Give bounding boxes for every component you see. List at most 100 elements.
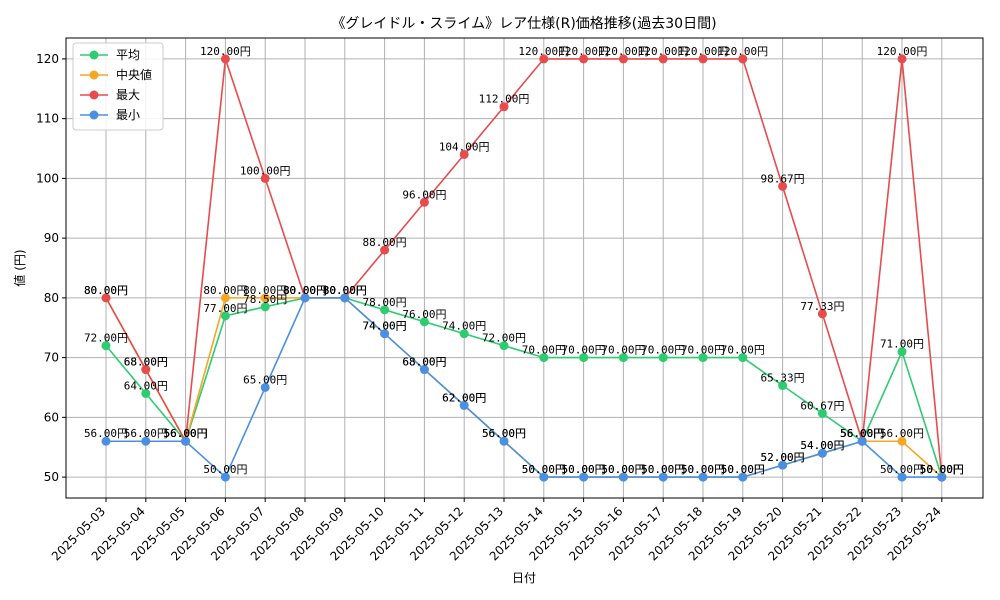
plot-frame (65, 37, 984, 499)
data-point (499, 436, 509, 446)
data-label: 74.00円 (363, 320, 407, 333)
data-label: 96.00円 (402, 188, 446, 201)
data-label: 80.00円 (283, 284, 327, 297)
data-label: 56.00円 (164, 427, 208, 440)
data-label: 80.00円 (283, 284, 327, 297)
data-label: 88.00円 (363, 236, 407, 249)
legend-label: 平均 (116, 48, 140, 62)
legend-swatch-marker (89, 90, 99, 100)
data-label: 64.00円 (124, 379, 168, 392)
data-point (141, 365, 151, 375)
y-tick-label: 120 (36, 52, 59, 66)
data-point (897, 436, 907, 446)
data-label: 120.00円 (877, 45, 928, 58)
data-label: 54.00円 (800, 439, 844, 452)
data-label: 50.00円 (601, 463, 645, 476)
data-label: 74.00円 (363, 320, 407, 333)
data-point (340, 293, 350, 303)
data-label: 60.67円 (800, 399, 844, 412)
data-point (778, 460, 788, 470)
data-label: 68.00円 (402, 356, 446, 369)
data-label: 50.00円 (681, 463, 725, 476)
data-point (817, 309, 827, 319)
data-point (738, 54, 748, 64)
data-label: 56.00円 (880, 427, 924, 440)
legend-item: 最小 (80, 108, 140, 122)
data-label: 100.00円 (240, 164, 291, 177)
data-point (539, 353, 549, 363)
data-label: 50.00円 (641, 463, 685, 476)
data-point (260, 302, 270, 312)
data-label: 70.00円 (522, 344, 566, 357)
data-point (220, 293, 230, 303)
data-label: 56.00円 (482, 427, 526, 440)
data-point (897, 54, 907, 64)
series-line (105, 58, 943, 478)
data-point (778, 181, 788, 191)
data-label: 56.00円 (164, 427, 208, 440)
data-label: 62.00円 (442, 391, 486, 404)
data-label: 80.00円 (243, 284, 287, 297)
data-point (459, 329, 469, 339)
data-label: 56.00円 (164, 427, 208, 440)
series-layer (101, 54, 947, 482)
legend-swatch-marker (89, 70, 99, 80)
data-point (539, 54, 549, 64)
data-label: 120.00円 (678, 45, 729, 58)
data-label: 120.00円 (638, 45, 689, 58)
data-label: 70.00円 (562, 344, 606, 357)
legend-item: 最大 (80, 88, 140, 102)
series-line (106, 297, 942, 479)
data-point (220, 472, 230, 482)
data-label: 68.00円 (402, 356, 446, 369)
data-label: 56.00円 (124, 427, 168, 440)
data-point (419, 197, 429, 207)
data-label: 56.00円 (840, 427, 884, 440)
data-point (101, 293, 111, 303)
data-point (459, 149, 469, 159)
data-label: 120.00円 (598, 45, 649, 58)
data-point (698, 353, 708, 363)
data-point (419, 317, 429, 327)
data-label: 56.00円 (840, 427, 884, 440)
data-label: 50.00円 (880, 463, 924, 476)
chart-title: 《グレイドル・スライム》レア仕様(R)価格推移(過去30日間) (331, 16, 716, 32)
data-label: 62.00円 (442, 391, 486, 404)
data-label: 80.00円 (283, 284, 327, 297)
legend-label: 最大 (116, 88, 140, 102)
data-label: 112.00円 (479, 93, 530, 106)
data-label: 50.00円 (601, 463, 645, 476)
y-axis-ticks: 50 60 70 80 90 100 110 120 (36, 52, 66, 484)
data-point (817, 408, 827, 418)
data-label: 80.00円 (323, 284, 367, 297)
data-point (857, 436, 867, 446)
data-label: 120.00円 (518, 45, 569, 58)
data-label: 80.00円 (323, 284, 367, 297)
data-point (539, 472, 549, 482)
data-label: 70.00円 (641, 344, 685, 357)
data-label: 50.00円 (522, 463, 566, 476)
y-tick-label: 70 (44, 351, 59, 365)
data-point (658, 472, 668, 482)
data-label: 50.00円 (721, 463, 765, 476)
data-point (897, 347, 907, 357)
data-label: 50.00円 (641, 463, 685, 476)
data-label: 56.00円 (482, 427, 526, 440)
data-label: 50.00円 (721, 463, 765, 476)
data-point (380, 305, 390, 315)
y-tick-label: 110 (36, 112, 59, 126)
data-point (419, 365, 429, 375)
data-label: 120.00円 (717, 45, 768, 58)
series-line (105, 297, 943, 478)
series-3 (101, 293, 947, 482)
data-point (579, 353, 589, 363)
y-tick-label: 80 (44, 291, 59, 305)
data-point (459, 400, 469, 410)
data-label: 70.00円 (681, 344, 725, 357)
legend-swatch-marker (89, 50, 99, 60)
data-label: 74.00円 (442, 320, 486, 333)
data-label-layer: 72.00円64.00円56.00円77.00円78.50円80.00円80.0… (84, 45, 964, 476)
data-label: 50.00円 (562, 463, 606, 476)
data-label: 77.33円 (800, 300, 844, 313)
